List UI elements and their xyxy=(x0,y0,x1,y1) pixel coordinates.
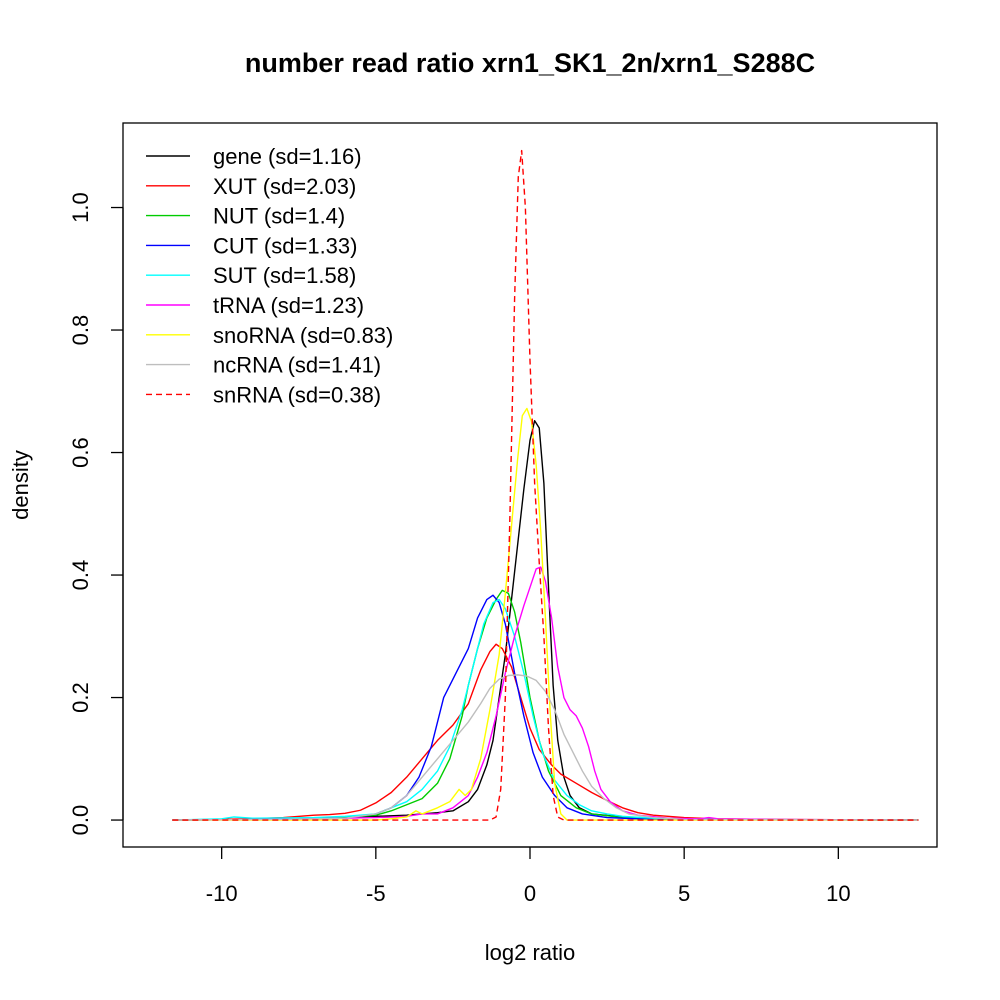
x-tick-label: 5 xyxy=(678,881,690,906)
x-axis-label: log2 ratio xyxy=(485,940,576,965)
legend-label: snoRNA (sd=0.83) xyxy=(213,323,393,348)
legend-label: ncRNA (sd=1.41) xyxy=(213,353,381,378)
x-axis: -10 -5 0 5 10 xyxy=(206,846,851,906)
legend-label: XUT (sd=2.03) xyxy=(213,174,356,199)
legend-item-trna: tRNA (sd=1.23) xyxy=(146,293,364,318)
series-line-sut xyxy=(172,598,919,821)
legend-item-xut: XUT (sd=2.03) xyxy=(146,174,356,199)
y-axis: 0.0 0.2 0.4 0.6 0.8 1.0 xyxy=(68,192,124,836)
y-tick-label: 1.0 xyxy=(68,192,93,223)
legend-label: tRNA (sd=1.23) xyxy=(213,293,364,318)
y-tick-label: 0.6 xyxy=(68,437,93,468)
y-tick-label: 0.8 xyxy=(68,315,93,346)
legend-label: CUT (sd=1.33) xyxy=(213,233,357,258)
legend-item-cut: CUT (sd=1.33) xyxy=(146,233,357,258)
y-axis-label: density xyxy=(8,450,33,520)
chart-title: number read ratio xrn1_SK1_2n/xrn1_S288C xyxy=(245,48,815,78)
curves-layer xyxy=(172,149,919,821)
x-tick-label: 0 xyxy=(524,881,536,906)
series-line-xut xyxy=(172,643,919,821)
legend: gene (sd=1.16) XUT (sd=2.03) NUT (sd=1.4) C… xyxy=(146,144,393,407)
legend-label: SUT (sd=1.58) xyxy=(213,263,356,288)
legend-label: gene (sd=1.16) xyxy=(213,144,362,169)
series-line-gene xyxy=(172,419,919,821)
series-line-snrna xyxy=(172,149,919,821)
x-tick-label: -10 xyxy=(206,881,238,906)
legend-label: NUT (sd=1.4) xyxy=(213,204,345,229)
legend-item-ncrna: ncRNA (sd=1.41) xyxy=(146,353,381,378)
series-line-ncrna xyxy=(172,674,919,821)
y-tick-label: 0.2 xyxy=(68,682,93,713)
legend-item-gene: gene (sd=1.16) xyxy=(146,144,362,169)
legend-label: snRNA (sd=0.38) xyxy=(213,382,381,407)
x-tick-label: 10 xyxy=(826,881,850,906)
y-tick-label: 0.0 xyxy=(68,805,93,836)
legend-item-nut: NUT (sd=1.4) xyxy=(146,204,345,229)
x-tick-label: -5 xyxy=(366,881,386,906)
legend-item-snrna: snRNA (sd=0.38) xyxy=(146,382,381,407)
series-line-snorna xyxy=(172,407,919,821)
legend-item-snorna: snoRNA (sd=0.83) xyxy=(146,323,393,348)
legend-item-sut: SUT (sd=1.58) xyxy=(146,263,356,288)
y-tick-label: 0.4 xyxy=(68,560,93,591)
